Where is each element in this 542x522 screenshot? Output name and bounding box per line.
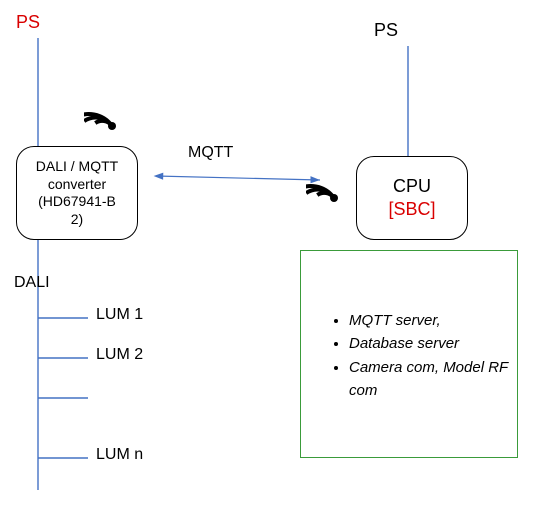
lumn-label: LUM n xyxy=(96,446,143,464)
wifi-icon-right xyxy=(306,168,350,204)
dali-label: DALI xyxy=(14,274,50,292)
lum2-label: LUM 2 xyxy=(96,346,143,364)
services-list: MQTT server, Database server Camera com,… xyxy=(327,309,517,402)
services-box: MQTT server, Database server Camera com,… xyxy=(300,250,518,458)
cpu-label: CPU xyxy=(393,175,431,198)
list-item: Camera com, Model RF com xyxy=(349,356,517,403)
mqtt-label: MQTT xyxy=(188,144,233,162)
lum1-label: LUM 1 xyxy=(96,306,143,324)
converter-box: DALI / MQTT converter (HD67941-B 2) xyxy=(16,146,138,240)
sbc-label: [SBC] xyxy=(388,198,435,221)
list-item: Database server xyxy=(349,332,517,355)
converter-line3: (HD67941-B xyxy=(38,193,116,211)
ps-left-label: PS xyxy=(16,12,40,33)
mqtt-arrow xyxy=(156,176,320,180)
converter-line2: converter xyxy=(48,176,106,194)
list-item: MQTT server, xyxy=(349,309,517,332)
wifi-icon-left xyxy=(84,96,128,132)
cpu-box: CPU [SBC] xyxy=(356,156,468,240)
converter-line1: DALI / MQTT xyxy=(36,158,118,176)
ps-right-label: PS xyxy=(374,20,398,41)
converter-line4: 2) xyxy=(71,211,83,229)
